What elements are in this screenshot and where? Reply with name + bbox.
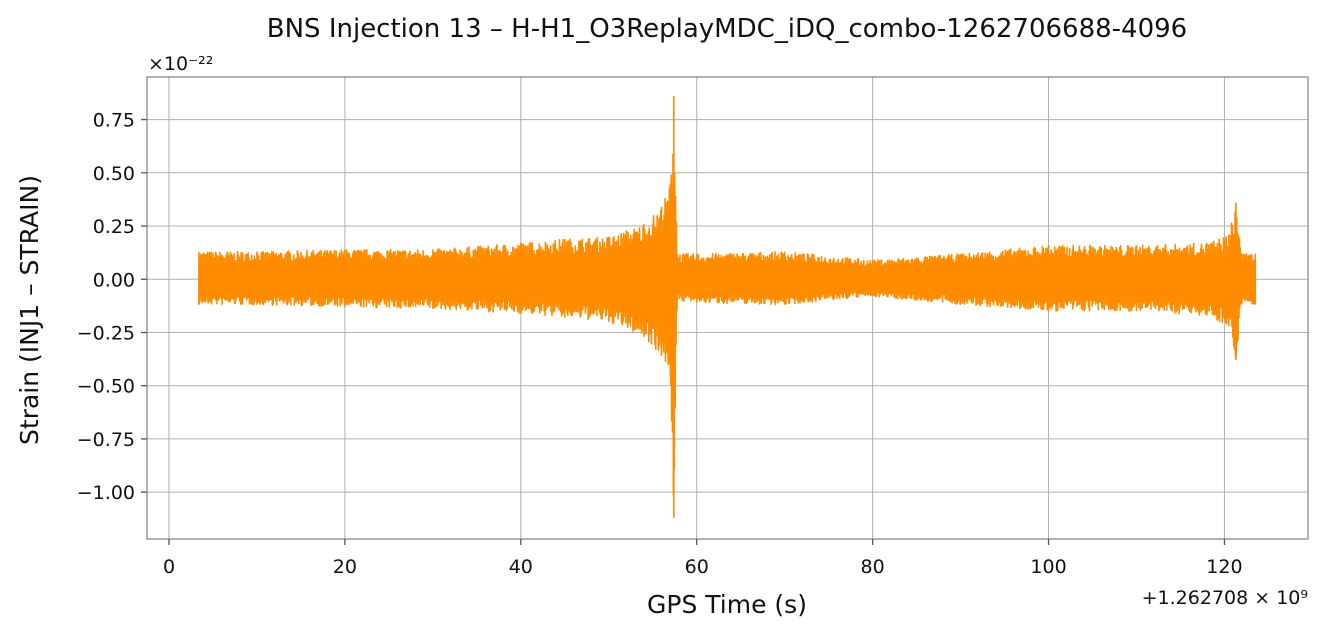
plot-frame xyxy=(146,76,1309,540)
y-tick-label: −1.00 xyxy=(77,482,135,504)
x-offset-label: +1.262708 × 10⁹ xyxy=(1142,587,1308,609)
x-tick-label: 60 xyxy=(685,556,709,578)
x-tick-label: 0 xyxy=(163,556,175,578)
x-tick-label: 100 xyxy=(1030,556,1066,578)
y-axis: 0.75 0.50 0.25 0.00 −0.25 −0.50 −0.75 −1.00 xyxy=(77,110,147,504)
x-tick-label: 40 xyxy=(509,556,533,578)
y-tick-label: 0.00 xyxy=(93,269,135,291)
grid xyxy=(147,77,1308,539)
y-tick-label: −0.75 xyxy=(77,429,135,451)
series-layer xyxy=(198,96,1257,518)
strain-series-line xyxy=(198,96,1257,518)
y-tick-label: −0.50 xyxy=(77,376,135,398)
x-tick-label: 80 xyxy=(861,556,885,578)
x-axis-label: GPS Time (s) xyxy=(647,590,807,619)
x-tick-label: 20 xyxy=(333,556,357,578)
chart-title: BNS Injection 13 – H-H1_O3ReplayMDC_iDQ_… xyxy=(267,14,1187,44)
y-tick-label: 0.75 xyxy=(93,110,135,132)
y-tick-label: −0.25 xyxy=(77,322,135,344)
y-tick-label: 0.50 xyxy=(93,163,135,185)
x-tick-label: 120 xyxy=(1206,556,1242,578)
y-axis-label: Strain (INJ1 – STRAIN) xyxy=(15,175,44,445)
y-scale-label: ×10⁻²² xyxy=(148,53,213,75)
y-tick-label: 0.25 xyxy=(93,216,135,238)
x-axis: 0 20 40 60 80 100 120 xyxy=(163,539,1243,578)
